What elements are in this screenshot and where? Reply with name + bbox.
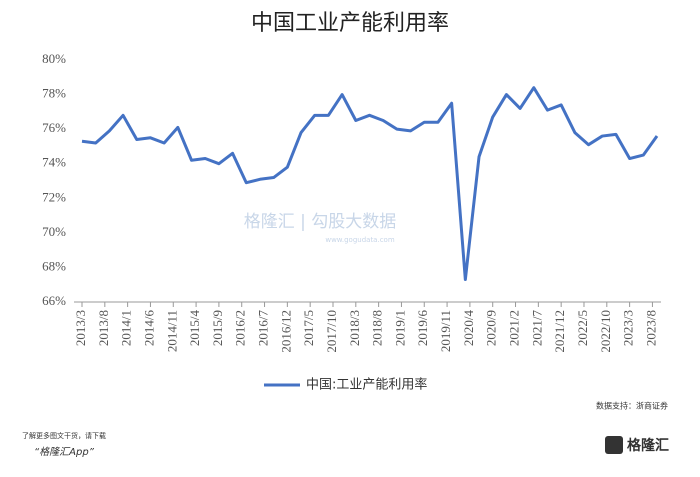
- x-tick-label: 2022/5: [575, 310, 590, 346]
- logo: 格隆汇: [627, 437, 669, 454]
- x-tick-label: 2023/3: [621, 310, 636, 346]
- y-tick-label: 68%: [42, 258, 66, 273]
- x-tick-label: 2022/10: [598, 310, 613, 353]
- x-tick-label: 2016/12: [278, 310, 293, 353]
- source: 数据支持：浙商证券: [596, 401, 668, 411]
- watermark: 格隆汇 | 勾股大数据: [244, 212, 397, 232]
- footer-note: 了解更多图文干货，请下载: [22, 431, 106, 440]
- x-tick-label: 2014/6: [141, 310, 156, 347]
- x-tick-label: 2019/6: [415, 310, 430, 347]
- y-tick-label: 78%: [42, 86, 66, 101]
- x-tick-label: 2019/11: [438, 310, 453, 352]
- y-tick-label: 72%: [42, 189, 66, 204]
- x-tick-label: 2015/9: [210, 310, 225, 346]
- x-tick-label: 2020/9: [484, 310, 499, 346]
- legend-label: 中国:工业产能利用率: [306, 377, 427, 393]
- x-tick-label: 2017/5: [301, 310, 316, 346]
- y-tick-label: 66%: [42, 293, 66, 308]
- x-tick-label: 2016/7: [256, 310, 271, 347]
- logo-icon: [605, 436, 623, 454]
- x-tick-label: 2018/8: [370, 310, 385, 346]
- x-tick-label: 2019/1: [392, 310, 407, 346]
- x-tick-label: 2021/12: [552, 310, 567, 353]
- watermark-url: www.gogudata.com: [325, 236, 394, 244]
- y-tick-label: 80%: [42, 51, 66, 66]
- x-tick-label: 2018/3: [347, 310, 362, 346]
- y-tick-label: 74%: [42, 155, 66, 170]
- footer-app: “格隆汇App”: [34, 446, 95, 458]
- x-tick-label: 2017/10: [324, 310, 339, 353]
- x-tick-label: 2014/1: [119, 310, 134, 346]
- y-tick-label: 70%: [42, 224, 66, 239]
- x-tick-label: 2021/7: [529, 310, 544, 347]
- y-tick-label: 76%: [42, 120, 66, 135]
- x-tick-label: 2013/8: [96, 310, 111, 346]
- x-tick-label: 2013/3: [73, 310, 88, 346]
- chart-title: 中国工业产能利用率: [251, 11, 449, 36]
- line: [81, 86, 659, 282]
- x-tick-label: 2015/4: [187, 310, 202, 347]
- x-tick-label: 2020/4: [461, 310, 476, 347]
- x-tick-label: 2014/11: [164, 310, 179, 352]
- x-tick-label: 2023/8: [643, 310, 658, 346]
- x-tick-label: 2016/2: [233, 310, 248, 346]
- x-tick-label: 2021/2: [507, 310, 522, 346]
